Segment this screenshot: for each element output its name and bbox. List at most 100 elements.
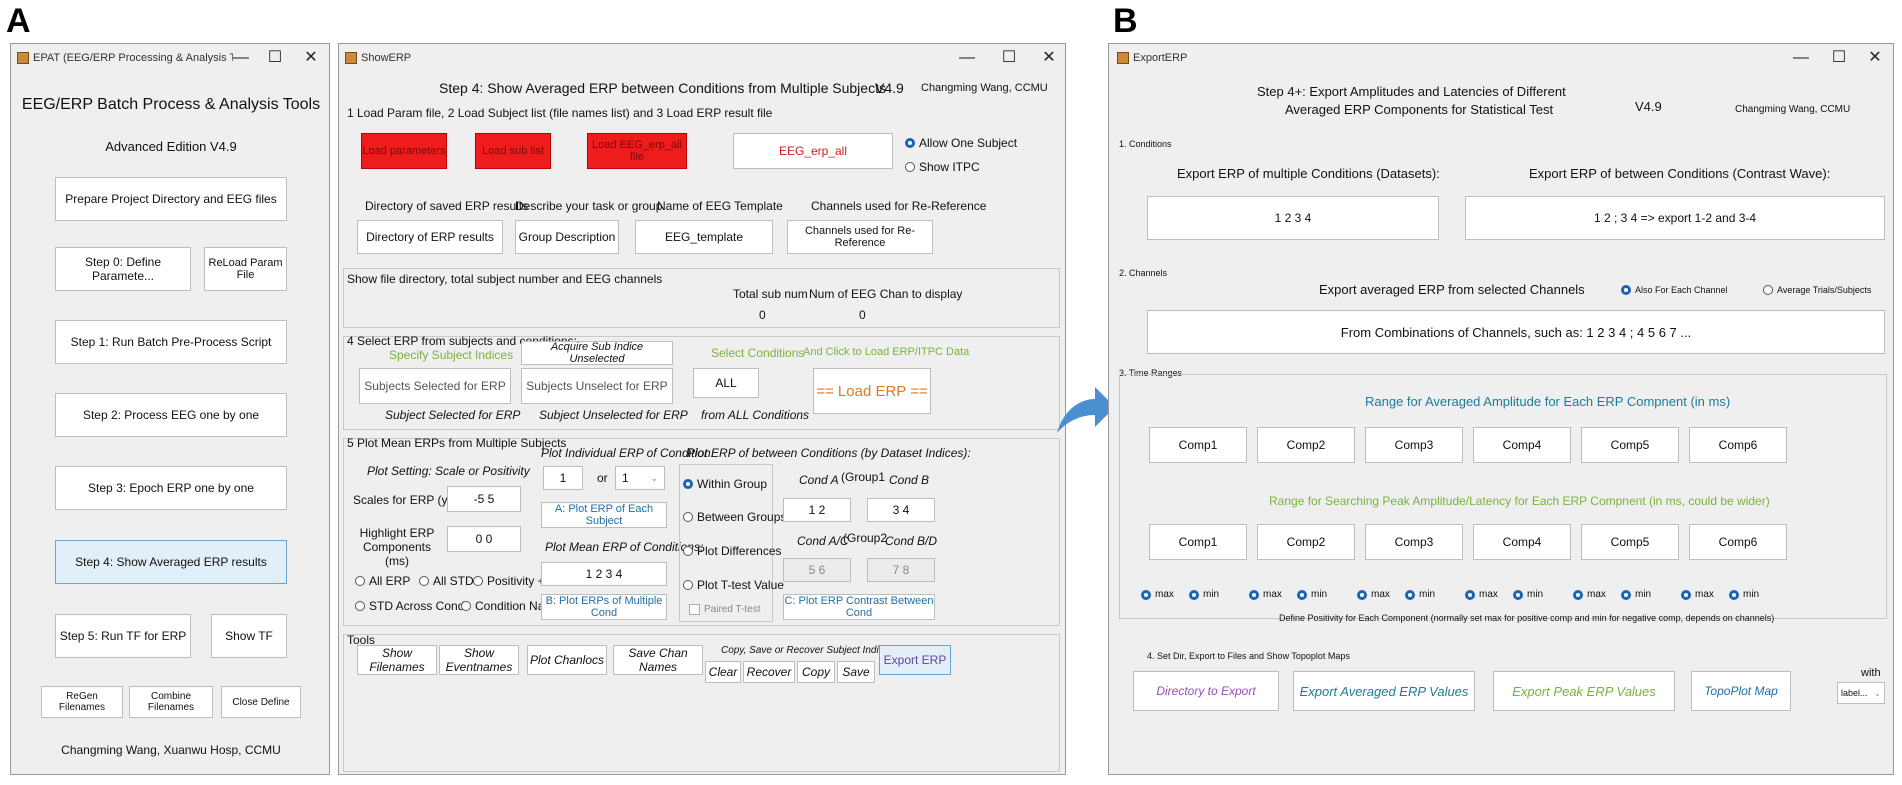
avg-comp6-field[interactable]: Comp6 xyxy=(1689,427,1787,463)
step2-button[interactable]: Step 2: Process EEG one by one xyxy=(55,393,287,437)
save-button[interactable]: Save xyxy=(837,661,875,683)
show-tf-button[interactable]: Show TF xyxy=(211,614,287,658)
within-group-radio[interactable]: Within Group xyxy=(683,477,767,491)
show-eventnames-button[interactable]: Show Eventnames xyxy=(439,645,519,675)
comp2-min-radio[interactable]: min xyxy=(1297,589,1327,600)
comp2-max-radio[interactable]: max xyxy=(1249,589,1282,600)
rereference-channels-button[interactable]: Channels used for Re-Reference xyxy=(787,220,933,254)
close-define-button[interactable]: Close Define xyxy=(221,686,301,718)
peak-comp6-field[interactable]: Comp6 xyxy=(1689,524,1787,560)
plot-multiple-cond-button[interactable]: B: Plot ERPs of Multiple Cond xyxy=(541,594,667,620)
erp-directory-button[interactable]: Directory of ERP results xyxy=(357,220,503,254)
maximize-icon[interactable]: ☐ xyxy=(1001,49,1017,66)
between-conditions-field[interactable]: 1 2 ; 3 4 => export 1-2 and 3-4 xyxy=(1465,196,1885,240)
maximize-icon[interactable]: ☐ xyxy=(1831,49,1847,66)
each-channel-radio[interactable]: Also For Each Channel xyxy=(1621,285,1728,295)
peak-comp2-field[interactable]: Comp2 xyxy=(1257,524,1355,560)
all-std-radio[interactable]: All STD xyxy=(419,574,474,588)
avg-comp5-field[interactable]: Comp5 xyxy=(1581,427,1679,463)
multi-conditions-field[interactable]: 1 2 3 4 xyxy=(1147,196,1439,240)
comp5-max-radio[interactable]: max xyxy=(1573,589,1606,600)
avg-comp2-field[interactable]: Comp2 xyxy=(1257,427,1355,463)
positivity-radio[interactable]: Positivity +- xyxy=(473,574,549,588)
plot-chanlocs-button[interactable]: Plot Chanlocs xyxy=(527,645,607,675)
step3-button[interactable]: Step 3: Epoch ERP one by one xyxy=(55,466,287,510)
load-parameters-button[interactable]: Load parameters xyxy=(361,133,447,169)
maximize-icon[interactable]: ☐ xyxy=(267,49,283,66)
copy-button[interactable]: Copy xyxy=(797,661,835,683)
eeg-template-field[interactable]: EEG_template xyxy=(635,220,773,254)
mean-conditions-field[interactable]: 1 2 3 4 xyxy=(541,562,667,586)
plot-differences-radio[interactable]: Plot Differences xyxy=(683,544,782,558)
individual-condition-field[interactable]: 1 xyxy=(543,466,583,490)
channel-combinations-field[interactable]: From Combinations of Channels, such as: … xyxy=(1147,310,1885,354)
minimize-icon[interactable]: — xyxy=(233,49,249,66)
comp5-min-radio[interactable]: min xyxy=(1621,589,1651,600)
close-icon[interactable]: ✕ xyxy=(1042,49,1056,66)
directory-to-export-button[interactable]: Directory to Export xyxy=(1133,671,1279,711)
step4-button[interactable]: Step 4: Show Averaged ERP results xyxy=(55,540,287,584)
topoplot-label-select[interactable]: label... ⌄ xyxy=(1837,682,1885,704)
save-chan-names-button[interactable]: Save Chan Names xyxy=(613,645,703,675)
comp6-min-radio[interactable]: min xyxy=(1729,589,1759,600)
show-filenames-button[interactable]: Show Filenames xyxy=(357,645,437,675)
minimize-icon[interactable]: — xyxy=(959,49,975,66)
subjects-unselected-field[interactable]: Subjects Unselect for ERP xyxy=(521,368,673,404)
load-erp-button[interactable]: == Load ERP == xyxy=(813,368,931,414)
export-erp-button[interactable]: Export ERP xyxy=(879,645,951,675)
conditions-field[interactable]: ALL xyxy=(693,368,759,398)
plot-each-subject-button[interactable]: A: Plot ERP of Each Subject xyxy=(541,502,667,528)
peak-comp5-field[interactable]: Comp5 xyxy=(1581,524,1679,560)
cond-b-field[interactable]: 3 4 xyxy=(867,498,935,522)
comp1-min-radio[interactable]: min xyxy=(1189,589,1219,600)
scales-field[interactable]: -5 5 xyxy=(447,486,521,512)
cond-a-field[interactable]: 1 2 xyxy=(783,498,851,522)
subjects-selected-field[interactable]: Subjects Selected for ERP xyxy=(359,368,511,404)
close-icon[interactable]: ✕ xyxy=(1868,49,1882,66)
step5-tf-button[interactable]: Step 5: Run TF for ERP xyxy=(55,614,191,658)
paired-ttest-checkbox[interactable]: Paired T-test xyxy=(689,604,761,615)
plot-contrast-button[interactable]: C: Plot ERP Contrast Between Cond xyxy=(783,594,935,620)
cond-bd-field[interactable]: 7 8 xyxy=(867,558,935,582)
comp3-max-radio[interactable]: max xyxy=(1357,589,1390,600)
recover-button[interactable]: Recover xyxy=(743,661,795,683)
avg-comp4-field[interactable]: Comp4 xyxy=(1473,427,1571,463)
avg-comp1-field[interactable]: Comp1 xyxy=(1149,427,1247,463)
plot-ttest-radio[interactable]: Plot T-test Value xyxy=(683,578,784,592)
peak-comp1-field[interactable]: Comp1 xyxy=(1149,524,1247,560)
close-icon[interactable]: ✕ xyxy=(304,49,318,66)
erp-all-field[interactable]: EEG_erp_all xyxy=(733,133,893,169)
comp4-max-radio[interactable]: max xyxy=(1465,589,1498,600)
regen-filenames-button[interactable]: ReGen Filenames xyxy=(41,686,123,718)
peak-comp4-field[interactable]: Comp4 xyxy=(1473,524,1571,560)
average-trials-radio[interactable]: Average Trials/Subjects xyxy=(1763,285,1871,295)
load-eeg-erp-all-button[interactable]: Load EEG_erp_all file xyxy=(587,133,687,169)
group-description-button[interactable]: Group Description xyxy=(515,220,619,254)
comp4-min-radio[interactable]: min xyxy=(1513,589,1543,600)
combine-filenames-button[interactable]: Combine Filenames xyxy=(129,686,213,718)
cond-ac-field[interactable]: 5 6 xyxy=(783,558,851,582)
peak-comp3-field[interactable]: Comp3 xyxy=(1365,524,1463,560)
std-across-cond-radio[interactable]: STD Across Cond xyxy=(355,599,464,613)
between-groups-radio[interactable]: Between Groups xyxy=(683,510,786,524)
topoplot-map-button[interactable]: TopoPlot Map xyxy=(1691,671,1791,711)
reload-param-button[interactable]: ReLoad Param File xyxy=(204,247,287,291)
show-itpc-radio[interactable]: Show ITPC xyxy=(905,160,980,174)
all-erp-radio[interactable]: All ERP xyxy=(355,574,410,588)
step1-button[interactable]: Step 1: Run Batch Pre-Process Script xyxy=(55,320,287,364)
export-averaged-values-button[interactable]: Export Averaged ERP Values xyxy=(1293,671,1475,711)
prepare-project-button[interactable]: Prepare Project Directory and EEG files xyxy=(55,177,287,221)
step0-define-button[interactable]: Step 0: Define Paramete... xyxy=(55,247,191,291)
comp3-min-radio[interactable]: min xyxy=(1405,589,1435,600)
individual-condition-select[interactable]: 1 ⌄ xyxy=(615,466,665,490)
minimize-icon[interactable]: — xyxy=(1793,49,1809,66)
export-peak-values-button[interactable]: Export Peak ERP Values xyxy=(1493,671,1675,711)
avg-comp3-field[interactable]: Comp3 xyxy=(1365,427,1463,463)
comp6-max-radio[interactable]: max xyxy=(1681,589,1714,600)
highlight-field[interactable]: 0 0 xyxy=(447,526,521,552)
clear-button[interactable]: Clear xyxy=(705,661,741,683)
allow-one-subject-radio[interactable]: Allow One Subject xyxy=(905,136,1017,150)
load-sub-list-button[interactable]: Load sub list xyxy=(475,133,551,169)
comp1-max-radio[interactable]: max xyxy=(1141,589,1174,600)
acquire-unselected-button[interactable]: Acquire Sub Indice Unselected xyxy=(521,341,673,365)
